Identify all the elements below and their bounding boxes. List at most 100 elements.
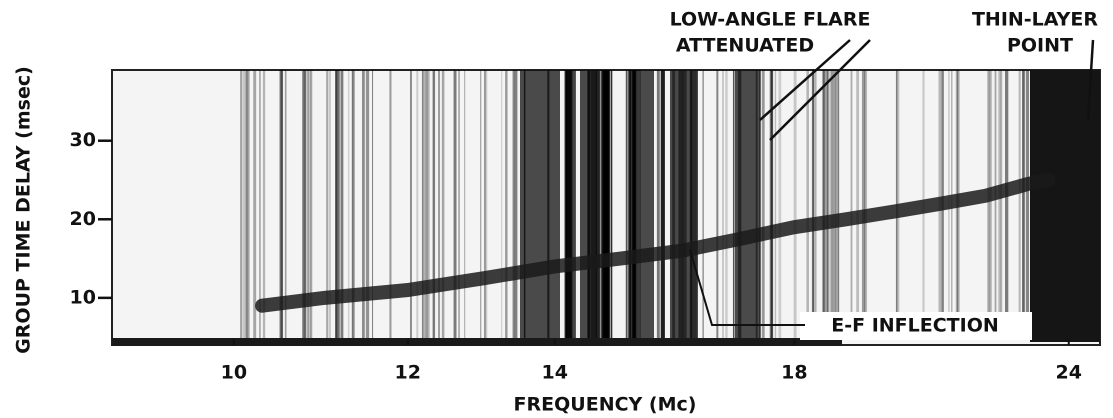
y-tick-label: 30: [70, 129, 96, 151]
y-axis-label: GROUP TIME DELAY (msec): [13, 66, 35, 354]
stripe: [438, 70, 441, 340]
stripe: [735, 70, 760, 340]
x-axis-label: FREQUENCY (Mc): [514, 394, 697, 416]
stripe: [240, 70, 243, 340]
stripe: [520, 70, 560, 340]
stripe: [628, 70, 632, 340]
stripe: [725, 70, 728, 340]
annotation: ATTENUATED: [676, 35, 814, 57]
stripe: [310, 70, 313, 340]
stripe: [761, 70, 765, 340]
trace: [255, 173, 1056, 313]
stripe: [329, 70, 331, 340]
stripe: [722, 70, 724, 340]
stripe: [1018, 70, 1021, 340]
stripe: [453, 70, 457, 340]
stripe: [245, 70, 248, 340]
stripe: [365, 70, 370, 340]
x-tick-label: 24: [1056, 362, 1082, 384]
stripe: [351, 70, 354, 340]
stripe: [660, 70, 665, 340]
stripe: [812, 70, 815, 340]
stripe: [513, 70, 518, 340]
stripe: [835, 70, 839, 340]
stripe: [610, 70, 613, 340]
stripe: [856, 70, 859, 340]
stripe: [305, 70, 307, 340]
stripe: [998, 70, 1001, 340]
stripe: [242, 70, 246, 340]
stripe: [307, 70, 309, 340]
stripe: [337, 70, 340, 340]
stripe: [284, 70, 287, 340]
stripe: [832, 70, 836, 340]
stripe: [1022, 70, 1026, 340]
stripe: [372, 70, 374, 340]
stripe: [823, 70, 826, 340]
stripe: [778, 70, 782, 340]
stripe: [362, 70, 365, 340]
stripe: [999, 70, 1003, 340]
stripe: [302, 70, 306, 340]
stripe: [827, 70, 830, 340]
stripe: [433, 70, 436, 340]
stripe: [838, 70, 840, 340]
stripe: [480, 70, 482, 340]
stripe: [409, 70, 412, 340]
flare-arrows: [759, 39, 871, 141]
x-tick-label: 14: [542, 362, 568, 384]
annotation: THIN-LAYER: [972, 9, 1098, 31]
stripe: [762, 70, 765, 340]
stripe: [432, 70, 434, 340]
stripe: [416, 70, 419, 340]
x-tick-label: 18: [781, 362, 807, 384]
ef-pointer: [689, 249, 805, 326]
stripe: [458, 70, 461, 340]
stripe: [656, 70, 660, 340]
stripe: [279, 70, 283, 340]
x-tick-label: 10: [221, 362, 247, 384]
stripe: [716, 70, 719, 340]
stripe: [994, 70, 997, 340]
stripe: [670, 70, 698, 340]
stripe: [825, 70, 828, 340]
stripe: [603, 70, 610, 340]
stripe: [389, 70, 392, 340]
ground-line: [112, 338, 842, 346]
stripe: [335, 70, 339, 340]
stripe: [702, 70, 704, 340]
stripe: [861, 70, 866, 340]
stripe: [774, 70, 777, 340]
stripe: [259, 70, 261, 340]
stripe: [770, 70, 773, 340]
stripe: [335, 70, 338, 340]
stripe: [770, 70, 773, 340]
stripe: [441, 70, 445, 340]
stripe: [347, 70, 350, 340]
stripe: [1025, 70, 1030, 340]
stripe: [484, 70, 486, 340]
stripe: [806, 70, 809, 340]
stripe: [421, 70, 424, 340]
stripe: [253, 70, 257, 340]
stripe: [326, 70, 329, 340]
stripe: [634, 70, 641, 340]
stripe: [759, 70, 761, 340]
stripe: [850, 70, 853, 340]
annotation: E-F INFLECTION: [831, 315, 999, 337]
stripe: [425, 70, 429, 340]
stripe: [464, 70, 466, 340]
stripe: [625, 70, 628, 340]
stripe: [308, 70, 310, 340]
stripe: [512, 70, 515, 340]
stripe: [830, 70, 834, 340]
stripe: [989, 70, 993, 340]
stripe: [793, 70, 797, 340]
label-box: [800, 312, 1032, 340]
stripe: [280, 70, 283, 340]
annotation: POINT: [1007, 35, 1073, 57]
stripe: [246, 70, 250, 340]
stripe: [262, 70, 266, 340]
stripe: [732, 70, 735, 340]
